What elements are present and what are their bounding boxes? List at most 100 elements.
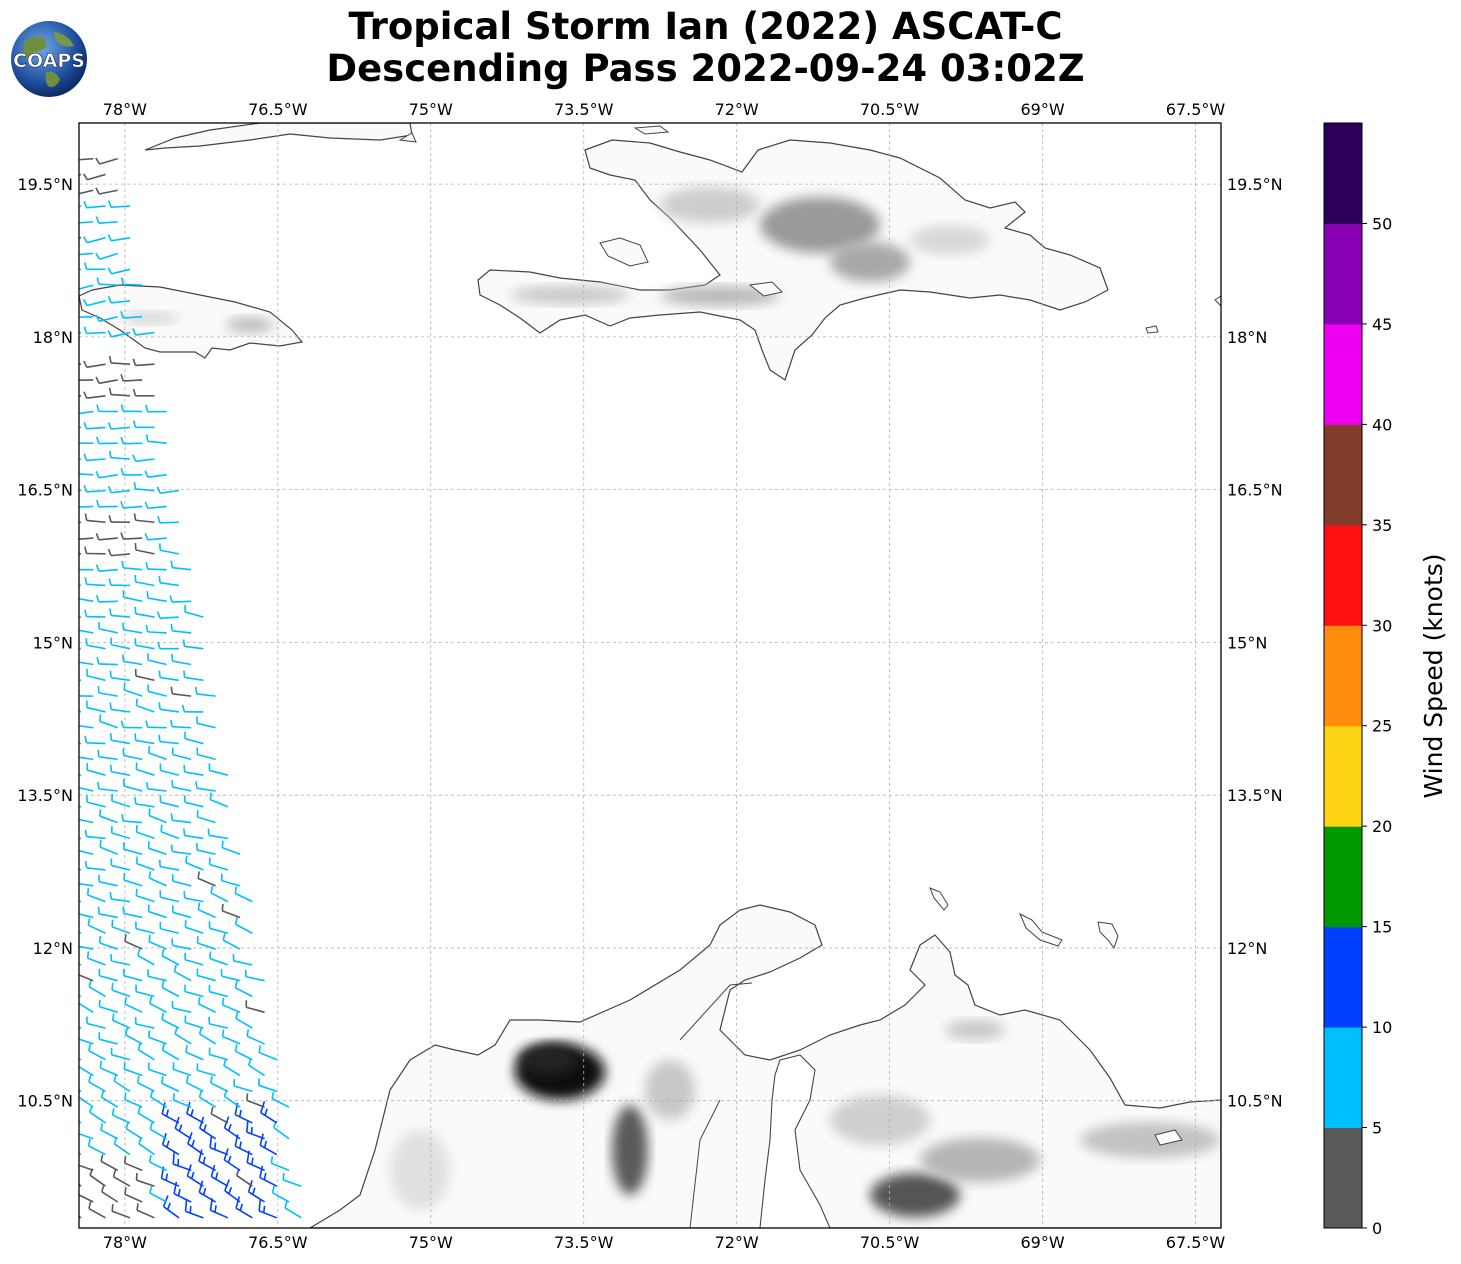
colorbar-tick-label: 30 bbox=[1372, 616, 1392, 635]
wind-barb bbox=[183, 670, 204, 682]
colorbar-frame bbox=[1323, 122, 1363, 1229]
wind-barb bbox=[98, 935, 119, 950]
wind-barb bbox=[108, 387, 131, 397]
wind-barb bbox=[79, 363, 82, 365]
wind-barb bbox=[99, 714, 119, 729]
wind-barb bbox=[79, 629, 94, 634]
wind-barb bbox=[208, 857, 229, 871]
wind-barb bbox=[147, 684, 167, 697]
wind-barb bbox=[133, 513, 155, 524]
colorbar-tick-label: 5 bbox=[1372, 1119, 1382, 1138]
colorbar-bin bbox=[1324, 424, 1362, 526]
wind-barb bbox=[122, 590, 143, 603]
wind-barb bbox=[86, 887, 106, 903]
wind-barb bbox=[88, 1043, 106, 1061]
wind-barb bbox=[95, 216, 118, 224]
wind-barb bbox=[234, 1044, 253, 1061]
wind-barb bbox=[79, 521, 82, 524]
wind-barb bbox=[88, 979, 106, 998]
wind-barb bbox=[149, 1186, 168, 1203]
wind-barb bbox=[234, 886, 253, 903]
wind-barb bbox=[209, 1135, 229, 1156]
wind-barb bbox=[136, 1075, 155, 1093]
wind-barb bbox=[134, 638, 155, 650]
wind-barb bbox=[95, 595, 118, 603]
wind-barb bbox=[95, 376, 118, 385]
wind-barb bbox=[197, 902, 216, 919]
wind-barb bbox=[221, 997, 241, 1014]
wind-barb bbox=[84, 513, 106, 524]
colorbar-bin bbox=[1324, 826, 1362, 928]
wind-barb bbox=[147, 1062, 167, 1077]
wind-barb bbox=[245, 1000, 265, 1014]
wind-barb bbox=[135, 1173, 155, 1187]
wind-barb bbox=[161, 1012, 180, 1029]
wind-barb bbox=[107, 234, 131, 242]
wind-barb bbox=[135, 762, 155, 776]
wind-barb bbox=[107, 485, 131, 494]
wind-barb bbox=[148, 934, 167, 950]
wind-barb bbox=[171, 747, 192, 761]
wind-barb bbox=[197, 996, 216, 1014]
wind-barb bbox=[258, 1198, 278, 1219]
wind-barb bbox=[208, 763, 229, 776]
wind-barb bbox=[99, 809, 119, 824]
lake-maracaibo bbox=[759, 1054, 831, 1228]
wind-barb bbox=[79, 189, 94, 195]
wind-barb bbox=[120, 720, 143, 729]
wind-barb bbox=[83, 485, 106, 493]
wind-barb bbox=[110, 637, 131, 650]
colorbar-bin bbox=[1324, 725, 1362, 827]
wind-barb bbox=[159, 763, 180, 776]
colorbar-bin bbox=[1324, 223, 1362, 325]
colorbar-tick-label: 40 bbox=[1372, 415, 1392, 434]
lon-tick-label-bottom: 78°W bbox=[103, 1233, 147, 1252]
lon-tick-label-bottom: 73.5°W bbox=[554, 1233, 614, 1252]
wind-barb bbox=[208, 1016, 229, 1029]
wind-barb bbox=[221, 1029, 241, 1045]
wind-barb bbox=[122, 748, 143, 761]
wind-barb bbox=[147, 904, 167, 919]
wind-barb bbox=[120, 277, 143, 286]
wind-barb bbox=[88, 1075, 106, 1093]
wind-barb bbox=[171, 780, 192, 792]
lon-tick-label-bottom: 72°W bbox=[715, 1233, 759, 1252]
wind-barb bbox=[169, 719, 192, 729]
wind-barb bbox=[79, 568, 94, 571]
wind-barb bbox=[79, 394, 82, 397]
colorbar-tick-label: 50 bbox=[1372, 214, 1392, 233]
wind-barb bbox=[120, 468, 143, 476]
wind-barb bbox=[99, 840, 119, 855]
wind-barb bbox=[209, 792, 229, 808]
wind-barb bbox=[122, 906, 143, 919]
wind-barb bbox=[122, 622, 143, 634]
wind-barb bbox=[233, 1079, 253, 1093]
lon-tick-label-top: 73.5°W bbox=[554, 100, 614, 119]
colorbar-tick-label: 15 bbox=[1372, 918, 1392, 937]
wind-barb bbox=[79, 236, 82, 239]
wind-barb bbox=[85, 638, 106, 650]
wind-barb bbox=[95, 252, 118, 261]
wind-barb bbox=[246, 1029, 265, 1045]
lat-tick-label-left: 12°N bbox=[33, 939, 73, 958]
wind-barb bbox=[145, 404, 167, 413]
wind-barb bbox=[109, 764, 131, 776]
colorbar-bin bbox=[1324, 625, 1362, 727]
wind-barb bbox=[196, 747, 216, 761]
wind-barb bbox=[79, 661, 94, 666]
axis-tick-labels: 78°W 78°W 76.5°W 76.5°W 75°W 75°W 73.5°W 73.5°W… bbox=[17, 100, 1282, 1252]
wind-barb bbox=[135, 888, 155, 903]
wind-barb bbox=[183, 828, 204, 840]
wind-barb bbox=[137, 948, 155, 966]
wind-barb bbox=[135, 921, 155, 935]
wind-barb bbox=[184, 920, 204, 935]
lat-tick-label-right: 13.5°N bbox=[1227, 786, 1283, 805]
wind-barb bbox=[96, 277, 118, 286]
wind-barb bbox=[96, 404, 118, 413]
wind-barb bbox=[258, 1045, 278, 1061]
wind-barb bbox=[148, 1030, 167, 1045]
wind-barb bbox=[161, 1132, 180, 1156]
colorbar-label: Wind Speed (knots) bbox=[1419, 553, 1448, 798]
wind-barb bbox=[134, 1016, 155, 1029]
wind-barb bbox=[207, 828, 228, 840]
